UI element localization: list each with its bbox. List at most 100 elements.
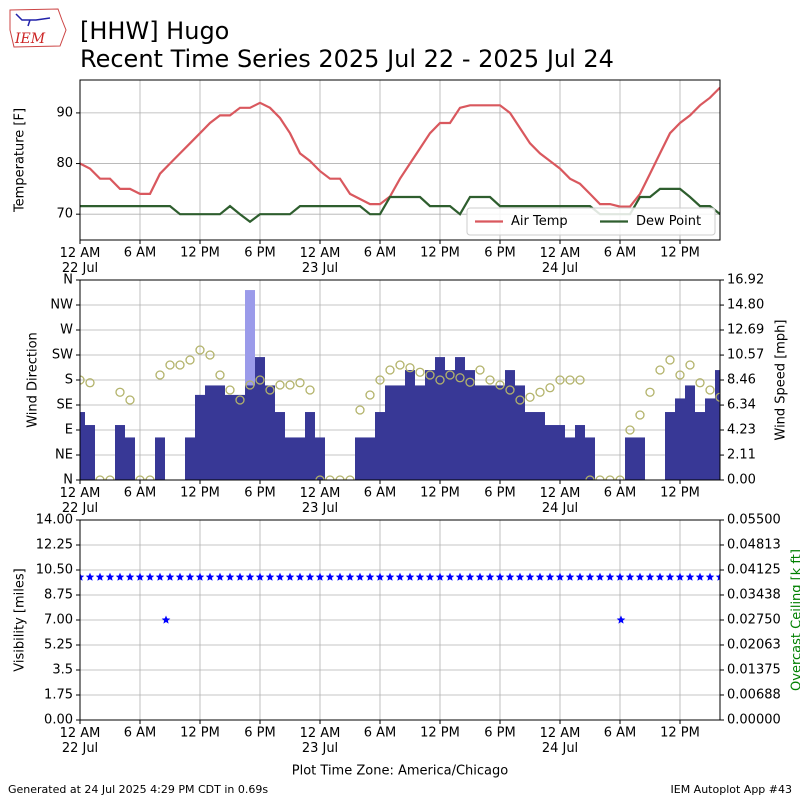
y-tick-label: 14.00 — [36, 513, 73, 528]
y-tick-label: SE — [57, 398, 73, 413]
point — [162, 616, 171, 624]
bar — [695, 412, 705, 480]
x-tick-label: 6 PM — [484, 486, 515, 501]
point — [626, 573, 635, 581]
x-tick-label: 6 PM — [484, 726, 515, 741]
point — [356, 573, 365, 581]
point — [416, 368, 424, 376]
x-tick-label: 6 AM — [604, 246, 637, 261]
point — [286, 381, 294, 389]
plot-area — [80, 88, 720, 222]
series-line — [80, 88, 720, 207]
legend-label: Dew Point — [636, 214, 701, 229]
point — [106, 573, 115, 581]
y2-tick-label: 0.04813 — [727, 537, 781, 552]
point — [666, 573, 675, 581]
bar — [205, 385, 215, 480]
x-tick-label: 12 PM — [660, 486, 700, 501]
bar — [395, 385, 405, 480]
point — [546, 384, 554, 392]
point — [546, 573, 555, 581]
y-tick-label: NW — [50, 298, 73, 313]
point — [386, 573, 395, 581]
point — [176, 573, 185, 581]
bar — [235, 395, 245, 480]
x-tick-label: 12 PM — [660, 246, 700, 261]
point — [146, 573, 155, 581]
y-tick-label: 80 — [56, 156, 73, 171]
bar — [355, 437, 365, 480]
bar — [485, 385, 495, 480]
point — [86, 573, 95, 581]
bar — [545, 425, 555, 480]
chart-subtitle: Recent Time Series 2025 Jul 22 - 2025 Ju… — [80, 45, 614, 73]
chart-title: [HHW] Hugo — [80, 17, 229, 45]
bar — [305, 412, 315, 480]
point — [396, 361, 404, 369]
bar — [405, 370, 415, 480]
bar — [565, 437, 575, 480]
x-tick-label: 6 AM — [604, 726, 637, 741]
point — [226, 386, 234, 394]
bar — [365, 437, 375, 480]
point — [476, 573, 485, 581]
point — [526, 573, 535, 581]
bar — [495, 385, 505, 480]
point — [526, 393, 534, 401]
point — [156, 573, 165, 581]
bar — [665, 412, 675, 480]
x-tick-label: 12 PM — [420, 726, 460, 741]
point — [706, 573, 715, 581]
bar — [535, 412, 545, 480]
point — [536, 573, 545, 581]
bar — [425, 370, 435, 480]
point — [266, 573, 275, 581]
y-axis-label: Visibility [miles] — [13, 568, 28, 671]
point — [446, 573, 455, 581]
bar — [295, 437, 305, 480]
bar — [285, 437, 295, 480]
point — [706, 386, 714, 394]
bar — [85, 425, 95, 480]
x-tick-label: 6 PM — [484, 246, 515, 261]
y2-tick-label: 2.11 — [727, 448, 756, 463]
point — [686, 361, 694, 369]
x-tick-label: 12 PM — [180, 726, 220, 741]
bar — [375, 412, 385, 480]
x-tick-label: 12 PM — [420, 246, 460, 261]
point — [636, 573, 645, 581]
point — [396, 573, 405, 581]
x-tick-label: 6 AM — [364, 726, 397, 741]
y-tick-label: 7.00 — [44, 613, 73, 628]
x-tick-label: 6 PM — [244, 486, 275, 501]
x-tick-label: 12 PM — [420, 486, 460, 501]
y2-axis-label: Wind Speed [mph] — [774, 320, 789, 441]
point — [276, 573, 285, 581]
logo-text: IEM — [14, 31, 46, 47]
bar — [385, 385, 395, 480]
point — [516, 573, 525, 581]
bar — [625, 437, 635, 480]
point — [576, 573, 585, 581]
point — [596, 573, 605, 581]
point — [296, 573, 305, 581]
point — [406, 573, 415, 581]
y2-tick-label: 16.92 — [727, 273, 764, 288]
point — [466, 573, 475, 581]
y2-tick-label: 0.05500 — [727, 513, 781, 528]
point — [206, 573, 215, 581]
logo: IEM — [10, 9, 66, 47]
point — [366, 573, 375, 581]
point — [346, 573, 355, 581]
y-axis-label: Temperature [F] — [13, 108, 28, 213]
point — [666, 356, 674, 364]
point — [356, 406, 364, 414]
y-tick-label: S — [65, 373, 73, 388]
bar — [635, 437, 645, 480]
point — [696, 573, 705, 581]
